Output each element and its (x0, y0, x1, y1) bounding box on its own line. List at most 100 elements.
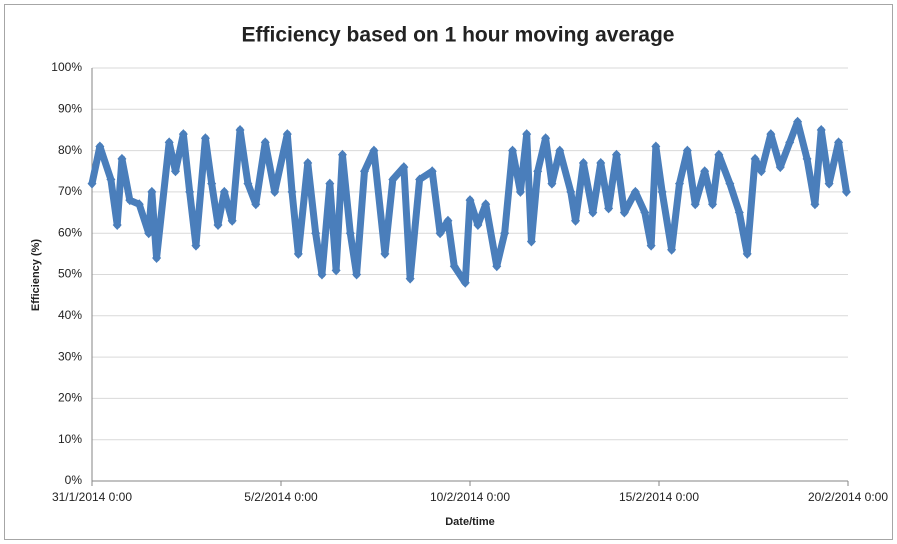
data-point (611, 149, 621, 160)
data-point (164, 137, 174, 148)
data-point (674, 178, 684, 189)
data-point (766, 129, 776, 140)
data-point (191, 240, 201, 251)
data-point (106, 174, 116, 185)
data-point (588, 207, 598, 218)
y-tick-label: 50% (58, 267, 82, 281)
data-point (700, 166, 710, 177)
data-point (630, 186, 640, 197)
data-point (213, 219, 223, 230)
data-point (87, 178, 97, 189)
data-point (810, 199, 820, 210)
y-tick-label: 60% (58, 225, 82, 239)
data-point (331, 265, 341, 276)
data-point (178, 129, 188, 140)
data-point (793, 116, 803, 127)
x-tick-label: 15/2/2014 0:00 (619, 490, 699, 504)
data-point (824, 178, 834, 189)
y-tick-label: 70% (58, 184, 82, 198)
y-tick-label: 80% (58, 143, 82, 157)
data-point (144, 228, 154, 239)
data-point (227, 215, 237, 226)
data-point (708, 199, 718, 210)
data-point (756, 166, 766, 177)
data-point (646, 240, 656, 251)
data-point (651, 141, 661, 152)
data-point (134, 199, 144, 210)
data-point (533, 166, 543, 177)
y-tick-label: 90% (58, 101, 82, 115)
x-tick-label: 20/2/2014 0:00 (808, 490, 888, 504)
data-point (714, 149, 724, 160)
data-point (640, 207, 650, 218)
y-tick-label: 100% (51, 60, 82, 74)
data-point (287, 186, 297, 197)
data-point (317, 269, 327, 280)
data-point (405, 273, 415, 284)
y-tick-label: 40% (58, 308, 82, 322)
data-point (566, 186, 576, 197)
data-point (481, 199, 491, 210)
data-point (604, 203, 614, 214)
data-point (834, 137, 844, 148)
data-point (95, 141, 105, 152)
data-point (742, 248, 752, 259)
data-point (251, 199, 261, 210)
data-point (207, 178, 217, 189)
data-point (345, 228, 355, 239)
data-point (293, 248, 303, 259)
data-point (117, 153, 127, 164)
x-axis-title: Date/time (445, 516, 495, 528)
data-point (435, 228, 445, 239)
data-point (690, 199, 700, 210)
data-point (734, 207, 744, 218)
data-point (682, 145, 692, 156)
data-point (125, 195, 135, 206)
data-point (200, 133, 210, 144)
chart-title: Efficiency based on 1 hour moving averag… (242, 24, 675, 47)
data-point (657, 186, 667, 197)
data-point (449, 261, 459, 272)
data-point (185, 186, 195, 197)
data-point (112, 219, 122, 230)
data-point (522, 129, 532, 140)
data-point (399, 162, 409, 173)
data-point (260, 137, 270, 148)
data-point (775, 162, 785, 173)
data-point (508, 145, 518, 156)
data-point (571, 215, 581, 226)
data-point (500, 228, 510, 239)
y-tick-label: 30% (58, 349, 82, 363)
y-axis-title: Efficiency (%) (30, 239, 42, 311)
data-point (243, 178, 253, 189)
x-tick-label: 10/2/2014 0:00 (430, 490, 510, 504)
data-point (369, 145, 379, 156)
y-tick-label: 0% (65, 473, 83, 487)
x-tick-label: 5/2/2014 0:00 (244, 490, 318, 504)
x-tick-label: 31/1/2014 0:00 (52, 490, 132, 504)
data-point (170, 166, 180, 177)
data-point (492, 261, 502, 272)
data-point (427, 166, 437, 177)
data-point (460, 277, 470, 288)
data-point (311, 228, 321, 239)
data-point (473, 219, 483, 230)
data-point (526, 236, 536, 247)
data-point (235, 124, 245, 135)
data-point (596, 157, 606, 168)
data-point (380, 248, 390, 259)
data-point (147, 186, 157, 197)
data-point (619, 207, 629, 218)
data-point (415, 174, 425, 185)
data-point (270, 186, 280, 197)
data-point (725, 178, 735, 189)
data-point (152, 252, 162, 263)
data-point (750, 153, 760, 164)
chart-frame (4, 4, 893, 540)
data-point (443, 215, 453, 226)
series-band (88, 118, 850, 287)
data-point (465, 195, 475, 206)
data-point (802, 153, 812, 164)
data-point (841, 186, 851, 197)
